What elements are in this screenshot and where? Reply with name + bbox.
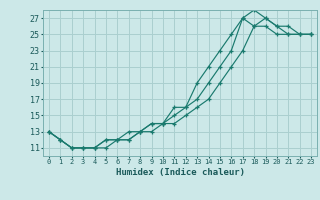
X-axis label: Humidex (Indice chaleur): Humidex (Indice chaleur) <box>116 168 244 177</box>
